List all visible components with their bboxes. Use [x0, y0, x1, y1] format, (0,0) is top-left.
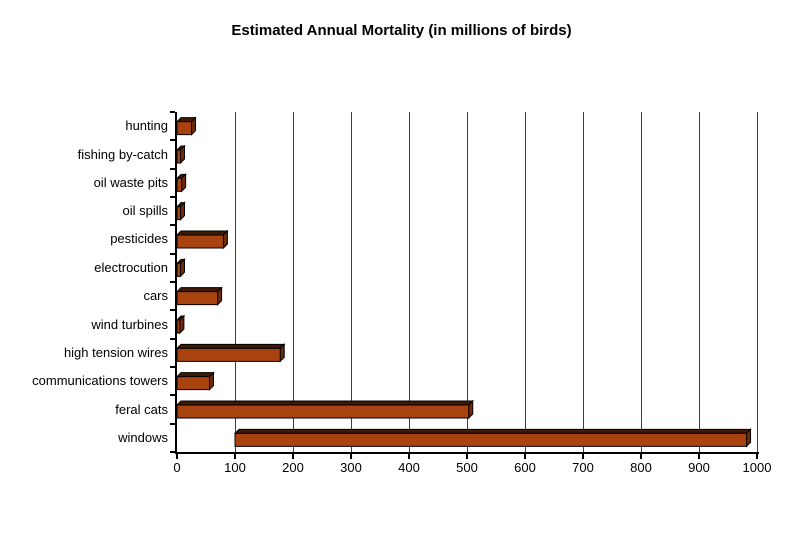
gridline-100: [235, 112, 236, 452]
x-tick-label-800: 800: [630, 460, 652, 475]
y-tick-7: [170, 309, 175, 311]
category-label-communications-towers: communications towers: [32, 373, 168, 388]
bar-cars: [175, 286, 223, 306]
bar-communications-towers: [175, 371, 215, 391]
gridline-200: [293, 112, 294, 452]
y-tick-2: [170, 168, 175, 170]
category-label-oil-spills: oil spills: [122, 203, 168, 218]
y-tick-4: [170, 224, 175, 226]
x-tick-label-500: 500: [456, 460, 478, 475]
x-tick-0: [176, 454, 178, 459]
x-tick-1000: [756, 454, 758, 459]
category-label-high-tension-wires: high tension wires: [63, 345, 168, 360]
x-tick-600: [524, 454, 526, 459]
x-tick-label-200: 200: [282, 460, 304, 475]
x-tick-label-1000: 1000: [742, 460, 772, 475]
x-tick-label-100: 100: [224, 460, 246, 475]
y-tick-10: [170, 394, 175, 396]
category-label-windows: windows: [118, 430, 168, 445]
x-axis-line: [175, 452, 759, 454]
category-label-feral-cats: feral cats: [115, 402, 168, 417]
gridline-800: [641, 112, 642, 452]
bar-oil-waste-pits: [175, 173, 187, 193]
chart-title: Estimated Annual Mortality (in millions …: [231, 22, 572, 39]
x-tick-label-700: 700: [572, 460, 594, 475]
bar-wind-turbines: [175, 314, 186, 335]
x-tick-800: [640, 454, 642, 459]
bar-pesticides: [175, 229, 229, 250]
bars-layer: [175, 116, 752, 448]
y-tick-9: [170, 366, 175, 368]
gridline-500: [467, 112, 468, 452]
y-tick-6: [170, 281, 175, 283]
bar-high-tension-wires: [175, 343, 286, 363]
gridline-300: [351, 112, 352, 452]
category-label-cars: cars: [143, 288, 168, 303]
gridline-400: [409, 112, 410, 452]
category-label-fishing-by-catch: fishing by-catch: [77, 147, 168, 162]
bar-fishing-by-catch: [175, 144, 186, 165]
x-tick-label-0: 0: [173, 460, 181, 475]
y-tick-5: [170, 253, 175, 255]
category-label-wind-turbines: wind turbines: [91, 317, 168, 332]
y-tick-3: [170, 196, 175, 198]
gridline-900: [699, 112, 700, 452]
x-tick-900: [698, 454, 700, 459]
category-label-electrocution: electrocution: [94, 260, 168, 275]
x-tick-300: [350, 454, 352, 459]
y-tick-12: [170, 451, 175, 453]
category-label-hunting: hunting: [125, 118, 168, 133]
x-tick-label-400: 400: [398, 460, 420, 475]
x-tick-100: [234, 454, 236, 459]
bar-hunting: [175, 116, 197, 136]
category-label-pesticides: pesticides: [110, 231, 168, 246]
x-tick-500: [466, 454, 468, 459]
bar-feral-cats: [175, 399, 474, 420]
y-tick-1: [170, 139, 175, 141]
x-tick-label-300: 300: [340, 460, 362, 475]
y-axis-line: [175, 112, 177, 454]
gridline-700: [583, 112, 584, 452]
y-tick-0: [170, 111, 175, 113]
x-tick-700: [582, 454, 584, 459]
gridline-600: [525, 112, 526, 452]
x-tick-label-900: 900: [688, 460, 710, 475]
y-tick-11: [170, 423, 175, 425]
bar-oil-spills: [175, 201, 186, 221]
x-tick-200: [292, 454, 294, 459]
category-label-oil-waste-pits: oil waste pits: [93, 175, 168, 190]
bar-electrocution: [175, 258, 186, 278]
y-tick-8: [170, 338, 175, 340]
x-tick-label-600: 600: [514, 460, 536, 475]
plot-area: 0 100 200 300 400 500 600 700 800 900 1000: [170, 111, 771, 475]
bar-windows: [233, 428, 752, 448]
gridline-1000: [757, 112, 758, 452]
x-tick-400: [408, 454, 410, 459]
